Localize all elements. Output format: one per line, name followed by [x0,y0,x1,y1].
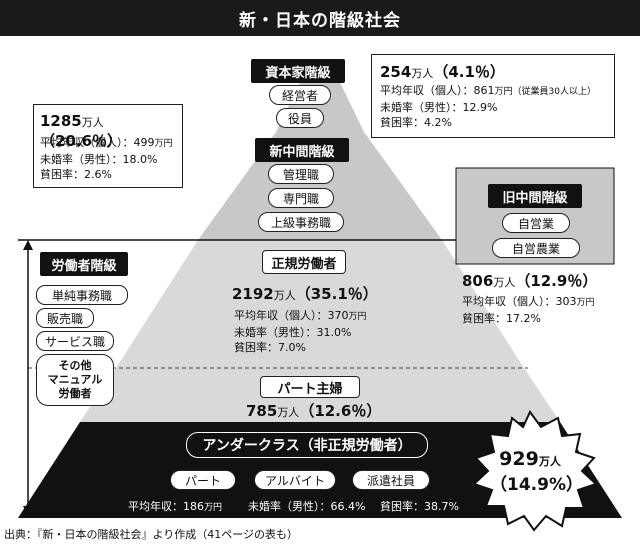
job-professional: 専門職 [268,188,334,208]
underclass-pct: （14.9%） [490,475,583,495]
capitalist-income-unit: 万円（従業員30人以上） [494,87,596,97]
job-sales: 販売職 [36,308,94,328]
diagram-title: 新・日本の階級社会 [0,0,640,36]
old-middle-poverty: 貧困率：17.2% [462,312,541,325]
job-service: サービス職 [36,331,114,351]
regular-poverty: 貧困率：7.0% [234,341,306,354]
job-executive: 経営者 [269,85,331,105]
part-housewife-headline: 785万人（12.6％） [246,400,381,421]
capitalist-unit: 万人 [411,67,434,80]
old-middle-stats: 806万人（12.9％） 平均年収（個人）：303万円 貧困率：17.2% [462,270,597,326]
capitalist-count: 254 [380,63,412,81]
new-middle-poverty: 貧困率：2.6% [40,168,112,181]
working-class-tag: 労働者階級 [40,252,128,276]
job-other-manual: その他 マニュアル 労働者 [36,354,114,406]
part-unit: 万人 [277,406,300,419]
regular-unmarried: 未婚率（男性）：31.0% [234,326,352,339]
job-arubaito: アルバイト [254,470,336,490]
capitalist-tag: 資本家階級 [251,59,345,83]
capitalist-unmarried: 未婚率（男性）：12.9% [380,101,498,114]
new-middle-stats-box: 1285万人 （20.6％） 平均年収（個人）：499万円 未婚率（男性）：18.… [33,104,183,188]
underclass-unmarried: 未婚率（男性）：66.4% [248,500,366,513]
part-count: 785 [246,402,278,420]
job-simple-clerical: 単純事務職 [36,285,128,305]
underclass-poverty: 貧困率：38.7% [380,500,459,513]
new-middle-tag: 新中間階級 [255,138,349,162]
regular-workers-headline: 2192万人（35.1％） [232,283,378,304]
job-self-employed: 自営業 [502,213,570,233]
underclass-bubble-text: 929万人 （14.9%） [490,448,583,495]
job-dispatched: 派遣社員 [352,470,430,490]
old-middle-income: 平均年収（個人）：303 [462,295,577,308]
new-middle-pct: （20.6％） [40,132,123,150]
underclass-unit: 万人 [538,455,561,468]
underclass-tag: アンダークラス（非正規労働者） [186,432,428,458]
regular-workers-tier [116,240,524,368]
regular-unit: 万人 [273,289,296,302]
job-part-time: パート [170,470,236,490]
part-pct: （12.6％） [299,402,382,420]
regular-workers-stats: 平均年収（個人）：370万円 未婚率（男性）：31.0% 貧困率：7.0% [234,308,367,355]
new-middle-income-unit: 万円 [154,139,173,149]
regular-income-unit: 万円 [348,312,367,322]
old-middle-pct: （12.9％） [515,272,598,290]
capitalist-stats-box: 254万人（4.1％） 平均年収（個人）：861万円（従業員30人以上） 未婚率… [371,54,615,138]
capitalist-poverty: 貧困率：4.2% [380,116,452,129]
old-middle-tag: 旧中間階級 [488,184,582,208]
part-housewife-tag: パート主婦 [260,376,360,398]
regular-count: 2192 [232,285,274,303]
new-middle-count: 1285 [40,112,82,130]
job-self-employed-farming: 自営農業 [492,238,580,258]
underclass-bubble [472,410,598,532]
job-manager: 管理職 [268,164,334,184]
regular-workers-tag: 正規労働者 [262,250,346,274]
capitalist-pct: （4.1％） [433,63,505,81]
capitalist-income: 平均年収（個人）：861 [380,84,495,97]
underclass-income: 平均年収：186 [128,500,204,513]
underclass-income-unit: 万円 [204,503,223,513]
new-middle-unmarried: 未婚率（男性）：18.0% [40,153,158,166]
old-middle-income-unit: 万円 [576,298,595,308]
regular-pct: （35.1％） [295,285,378,303]
old-middle-count: 806 [462,272,494,290]
job-officer: 役員 [276,108,324,128]
new-middle-unit: 万人 [81,116,104,129]
underclass-income-line: 平均年収：186万円 [128,498,222,514]
source-note: 出典：『新・日本の階級社会』より作成（41ページの表も） [4,528,299,541]
job-senior-clerical: 上級事務職 [258,212,344,232]
new-middle-income: 平均年収（個人）：499 [40,136,155,149]
regular-income: 平均年収（個人）：370 [234,309,349,322]
old-middle-unit: 万人 [493,276,516,289]
underclass-count: 929 [499,448,539,470]
